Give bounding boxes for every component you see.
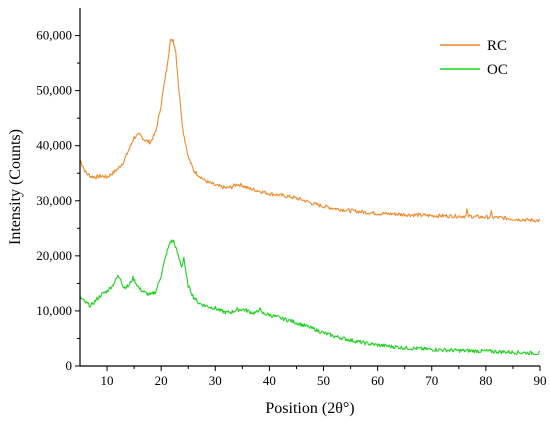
y-tick-label: 20,000 <box>36 248 72 263</box>
x-tick-label: 40 <box>263 373 276 388</box>
x-tick-label: 20 <box>155 373 168 388</box>
x-ticks: 10 20 30 40 50 60 70 80 90 <box>101 366 547 388</box>
x-tick-label: 90 <box>534 373 547 388</box>
y-tick-label: 30,000 <box>36 193 72 208</box>
x-axis-title: Position (2θ°) <box>265 400 354 417</box>
y-axis-title: Intensity (Counts) <box>7 129 24 245</box>
series-layer <box>79 38 541 356</box>
x-tick-label: 60 <box>371 373 384 388</box>
x-tick-label: 70 <box>425 373 438 388</box>
y-tick-label: 60,000 <box>36 28 72 43</box>
axes <box>79 8 540 367</box>
y-ticks: 0 10,000 20,000 30,000 40,000 50,000 60,000 <box>36 28 80 373</box>
series-line-rc <box>79 38 541 223</box>
x-tick-label: 50 <box>317 373 330 388</box>
x-tick-label: 80 <box>479 373 492 388</box>
legend-label-rc: RC <box>487 38 507 54</box>
legend: RC OC <box>440 38 508 78</box>
x-tick-label: 30 <box>209 373 222 388</box>
y-tick-label: 40,000 <box>36 138 72 153</box>
y-tick-label: 50,000 <box>36 83 72 98</box>
y-tick-label: 10,000 <box>36 303 72 318</box>
series-line-oc <box>79 239 540 356</box>
x-tick-label: 10 <box>101 373 114 388</box>
y-tick-label: 0 <box>66 358 73 373</box>
legend-label-oc: OC <box>487 62 508 78</box>
